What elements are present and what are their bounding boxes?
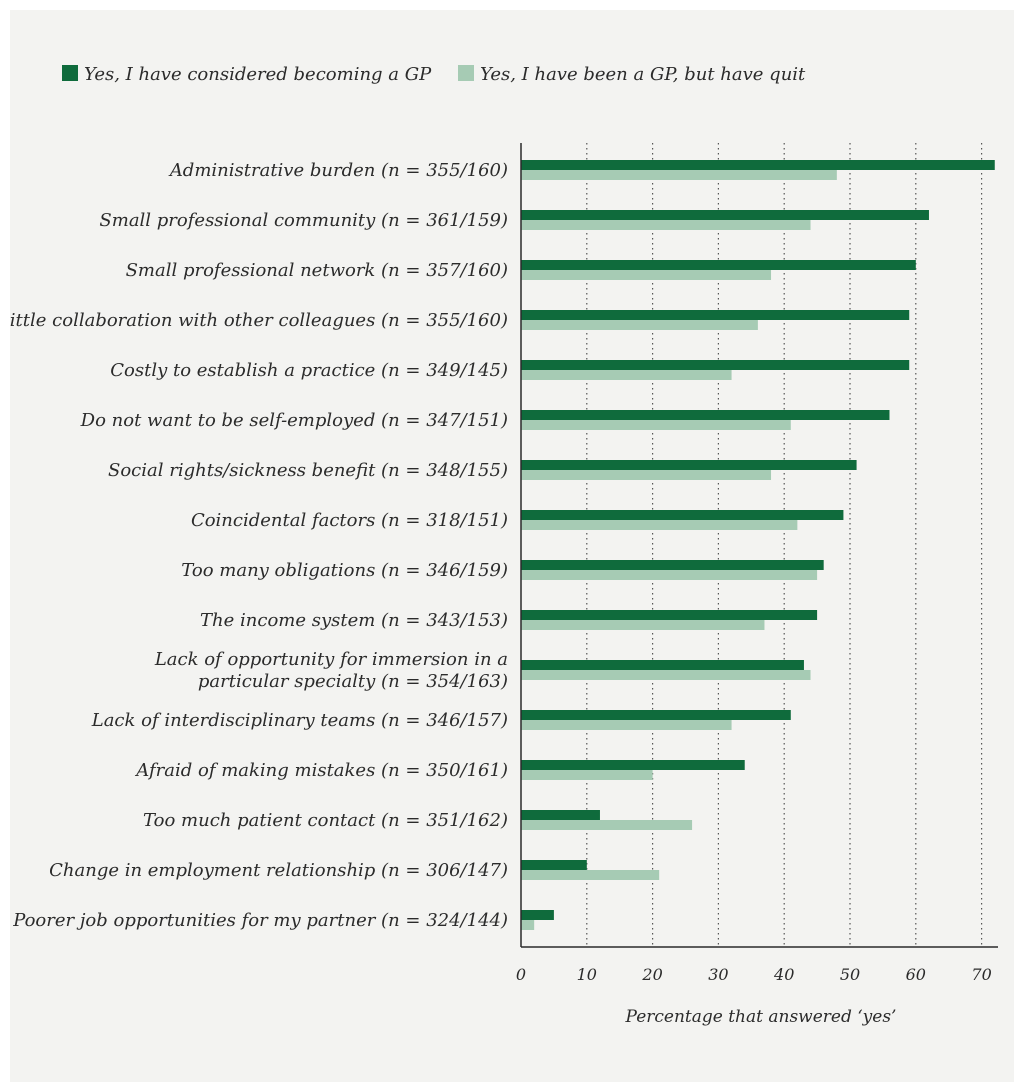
bar-considered-9 (521, 610, 818, 620)
x-tick-labels: 0 10 20 30 40 50 60 70 (516, 965, 992, 984)
bar-considered-1 (521, 210, 929, 220)
legend-swatch-considered (62, 65, 78, 81)
bar-quit-9 (521, 620, 765, 630)
bar-quit-13 (521, 820, 693, 830)
x-tick-label-30: 30 (708, 965, 728, 984)
bar-quit-15 (521, 920, 535, 930)
category-label-7: Coincidental factors (n = 318/151) (191, 510, 508, 531)
axes (520, 143, 998, 948)
category-label-6: Social rights/sickness benefit (n = 348/… (108, 460, 508, 481)
bar-considered-10 (521, 660, 804, 670)
legend-label-considered: Yes, I have considered becoming a GP (84, 64, 432, 85)
category-label-1: Small professional community (n = 361/15… (99, 210, 508, 231)
bar-considered-15 (521, 910, 554, 920)
bar-quit-1 (521, 220, 811, 230)
bars (521, 160, 995, 930)
bar-quit-2 (521, 270, 772, 280)
bar-considered-3 (521, 310, 910, 320)
x-tick-label-60: 60 (906, 965, 926, 984)
bar-quit-8 (521, 570, 818, 580)
category-label-13: Too much patient contact (n = 351/162) (143, 810, 508, 831)
category-label-11: Lack of interdisciplinary teams (n = 346… (91, 710, 508, 731)
category-label-12: Afraid of making mistakes (n = 350/161) (134, 760, 508, 781)
category-labels: Administrative burden (n = 355/160) Small… (10, 160, 508, 931)
category-label-9: The income system (n = 343/153) (200, 610, 508, 631)
bar-quit-4 (521, 370, 732, 380)
bar-considered-0 (521, 160, 995, 170)
category-label-0: Administrative burden (n = 355/160) (168, 160, 508, 181)
bar-quit-10 (521, 670, 811, 680)
bar-considered-11 (521, 710, 791, 720)
category-label-3: Little collaboration with other colleagu… (10, 310, 508, 331)
bar-considered-7 (521, 510, 844, 520)
x-tick-label-50: 50 (840, 965, 860, 984)
category-label-14: Change in employment relationship (n = 3… (49, 860, 508, 881)
category-label-4: Costly to establish a practice (n = 349/… (110, 360, 508, 381)
bar-considered-14 (521, 860, 587, 870)
x-tick-label-10: 10 (577, 965, 597, 984)
x-tick-label-40: 40 (773, 965, 794, 984)
category-label-5: Do not want to be self-employed (n = 347… (80, 410, 508, 431)
bar-considered-2 (521, 260, 916, 270)
bar-considered-13 (521, 810, 600, 820)
bar-quit-0 (521, 170, 837, 180)
category-label-15: Poorer job opportunities for my partner … (12, 910, 508, 931)
bar-considered-12 (521, 760, 745, 770)
x-tick-label-70: 70 (971, 965, 991, 984)
bar-quit-12 (521, 770, 653, 780)
bar-quit-11 (521, 720, 732, 730)
chart-frame: Yes, I have considered becoming a GP Yes… (10, 10, 1014, 1082)
bar-quit-3 (521, 320, 758, 330)
bar-chart: Yes, I have considered becoming a GP Yes… (10, 64, 998, 1027)
bar-quit-14 (521, 870, 660, 880)
bar-quit-5 (521, 420, 791, 430)
bar-quit-6 (521, 470, 772, 480)
legend: Yes, I have considered becoming a GP Yes… (62, 64, 806, 85)
category-label-2: Small professional network (n = 357/160) (126, 260, 508, 281)
legend-swatch-quit (458, 65, 474, 81)
bar-considered-8 (521, 560, 824, 570)
bar-considered-4 (521, 360, 910, 370)
category-label-10-line-0: Lack of opportunity for immersion in a (154, 649, 508, 670)
bar-quit-7 (521, 520, 798, 530)
x-tick-label-0: 0 (516, 965, 526, 984)
category-label-8: Too many obligations (n = 346/159) (181, 560, 508, 581)
x-axis-title: Percentage that answered ‘yes’ (625, 1007, 897, 1027)
legend-label-quit: Yes, I have been a GP, but have quit (480, 64, 806, 85)
bar-considered-6 (521, 460, 857, 470)
category-label-10-line-1: particular specialty (n = 354/163) (198, 671, 508, 692)
x-tick-label-20: 20 (641, 965, 662, 984)
bar-considered-5 (521, 410, 890, 420)
